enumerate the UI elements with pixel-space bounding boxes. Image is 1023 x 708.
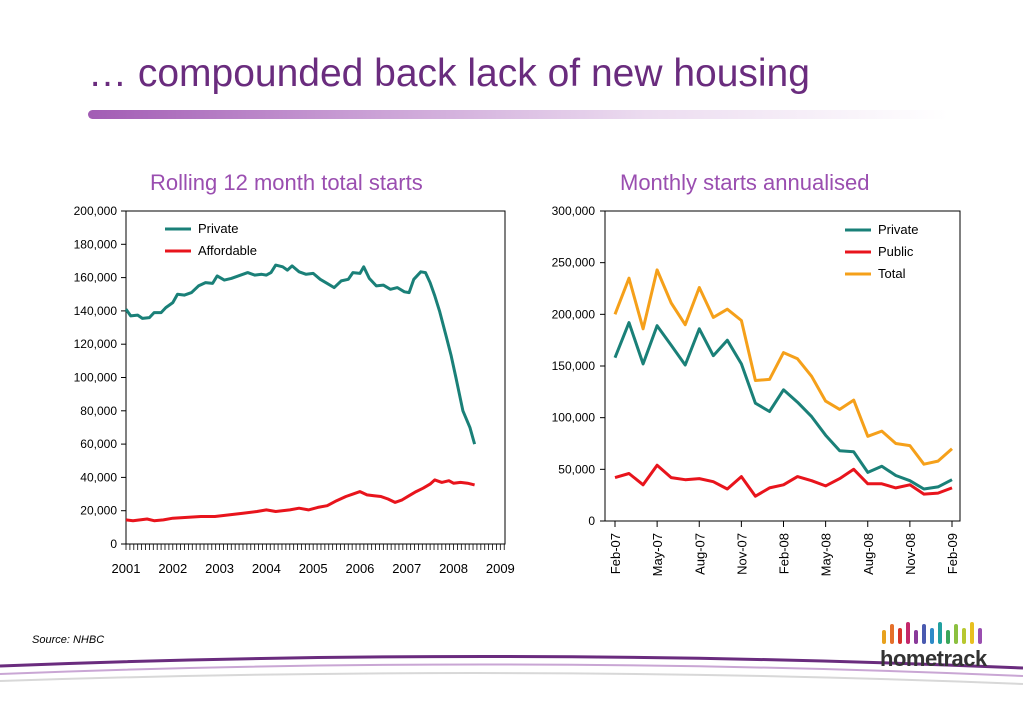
left-series-line-private: [124, 263, 477, 445]
left-plot-frame: [125, 210, 506, 545]
right-legend-label: Total: [878, 266, 906, 281]
left-y-tick-label: 40,000: [80, 470, 117, 484]
left-y-tick-label: 160,000: [74, 271, 118, 285]
left-chart-title: Rolling 12 month total starts: [150, 170, 423, 195]
left-y-tick-label: 100,000: [74, 371, 118, 385]
right-x-tick-label: Aug-07: [692, 533, 707, 575]
left-y-tick-label: 140,000: [74, 304, 118, 318]
right-x-tick-label: Feb-07: [608, 533, 623, 574]
right-x-tick-label: May-07: [650, 533, 665, 576]
left-x-tick-label: 2007: [392, 561, 421, 576]
hometrack-logo: hometrack: [880, 616, 992, 672]
left-y-tick-label: 80,000: [80, 404, 117, 418]
right-y-tick-label: 100,000: [552, 411, 596, 425]
source-note: Source: NHBC: [32, 634, 105, 646]
left-legend-label: Affordable: [198, 243, 257, 258]
left-x-tick-label: 2003: [205, 561, 234, 576]
right-x-tick-label: Nov-08: [903, 533, 918, 575]
left-y-tick-label: 120,000: [74, 337, 118, 351]
left-x-tick-label: 2009: [486, 561, 515, 576]
right-y-tick-label: 0: [588, 514, 595, 528]
left-legend-label: Private: [198, 221, 238, 236]
logo-wordmark: hometrack: [880, 646, 987, 671]
footer-swoosh: [0, 655, 1023, 670]
left-y-tick-label: 200,000: [74, 204, 118, 218]
left-x-tick-label: 2005: [299, 561, 328, 576]
right-y-tick-label: 300,000: [552, 204, 596, 218]
left-x-tick-label: 2001: [112, 561, 141, 576]
left-y-tick-label: 0: [110, 537, 117, 551]
right-chart-title: Monthly starts annualised: [620, 170, 870, 195]
left-y-tick-label: 180,000: [74, 237, 118, 251]
left-x-tick-label: 2004: [252, 561, 281, 576]
footer-swoosh: [0, 672, 1023, 685]
right-x-tick-label: Nov-07: [734, 533, 749, 575]
right-y-tick-label: 150,000: [552, 359, 596, 373]
right-x-tick-label: Aug-08: [861, 533, 876, 575]
left-x-tick-label: 2002: [158, 561, 187, 576]
right-series-line-private: [613, 321, 953, 491]
right-series-line-public: [614, 463, 953, 498]
right-legend-label: Public: [878, 244, 914, 259]
left-x-tick-label: 2008: [439, 561, 468, 576]
right-y-tick-label: 50,000: [558, 462, 595, 476]
left-y-tick-label: 60,000: [80, 437, 117, 451]
left-x-tick-label: 2006: [345, 561, 374, 576]
right-series-line-total: [613, 268, 953, 466]
slide-title: … compounded back lack of new housing: [88, 52, 810, 95]
right-x-tick-label: Feb-09: [945, 533, 960, 574]
title-divider: [88, 110, 948, 119]
right-legend-label: Private: [878, 222, 918, 237]
footer-swoosh: [0, 663, 1023, 677]
left-series-line-affordable: [125, 478, 475, 523]
right-y-tick-label: 200,000: [552, 307, 596, 321]
right-x-tick-label: Feb-08: [777, 533, 792, 574]
right-x-tick-label: May-08: [819, 533, 834, 576]
left-y-tick-label: 20,000: [80, 504, 117, 518]
right-y-tick-label: 250,000: [552, 256, 596, 270]
